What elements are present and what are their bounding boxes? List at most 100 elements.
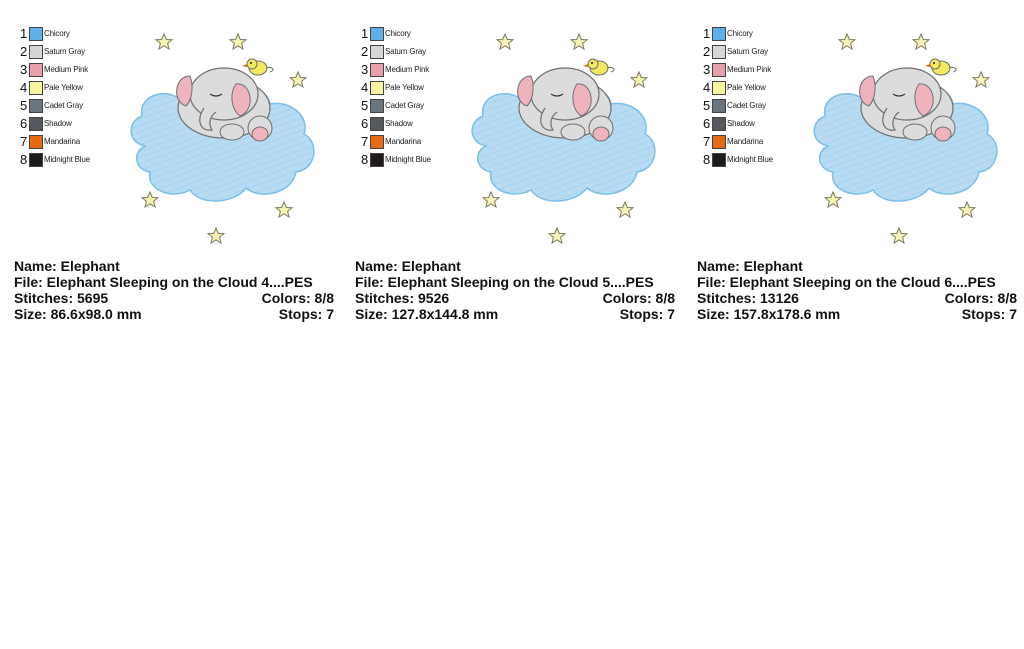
legend-color-name: Cadet Gray bbox=[385, 101, 424, 110]
color-swatch bbox=[29, 63, 43, 77]
legend-number: 1 bbox=[703, 26, 711, 41]
legend-color-name: Mandarina bbox=[727, 137, 764, 146]
legend-number: 7 bbox=[361, 134, 369, 149]
legend-number: 3 bbox=[20, 62, 28, 77]
legend-item: 4 Pale Yellow bbox=[20, 80, 130, 98]
legend-item: 5 Cadet Gray bbox=[703, 98, 813, 116]
legend-item: 7 Mandarina bbox=[361, 134, 471, 152]
design-size: Size: 86.6x98.0 mm bbox=[14, 306, 142, 322]
design-panel-3: 1 Chicory 2 Saturn Gray 3 Medium Pink 4 Pale… bbox=[683, 0, 1023, 340]
legend-item: 6 Shadow bbox=[703, 116, 813, 134]
design-size: Size: 157.8x178.6 mm bbox=[697, 306, 841, 322]
color-swatch bbox=[712, 27, 726, 41]
legend-item: 6 Shadow bbox=[20, 116, 130, 134]
legend-number: 5 bbox=[20, 98, 28, 113]
legend-number: 2 bbox=[703, 44, 711, 59]
design-stops: Stops: 7 bbox=[961, 306, 1017, 322]
color-swatch bbox=[370, 99, 384, 113]
color-swatch bbox=[712, 99, 726, 113]
design-file: File: Elephant Sleeping on the Cloud 5..… bbox=[355, 274, 654, 290]
legend-number: 5 bbox=[703, 98, 711, 113]
legend-item: 2 Saturn Gray bbox=[361, 44, 471, 62]
legend-item: 5 Cadet Gray bbox=[361, 98, 471, 116]
legend-item: 3 Medium Pink bbox=[703, 62, 813, 80]
legend-color-name: Medium Pink bbox=[44, 65, 89, 74]
legend-color-name: Cadet Gray bbox=[44, 101, 83, 110]
legend-number: 4 bbox=[703, 80, 711, 95]
color-swatch bbox=[712, 63, 726, 77]
color-swatch bbox=[29, 135, 43, 149]
legend-item: 4 Pale Yellow bbox=[361, 80, 471, 98]
color-swatch bbox=[712, 45, 726, 59]
elephant-embroidery-image bbox=[803, 24, 1013, 250]
legend-item: 1 Chicory bbox=[361, 26, 471, 44]
legend-color-name: Shadow bbox=[385, 119, 413, 128]
legend-color-name: Mandarina bbox=[385, 137, 422, 146]
legend-number: 6 bbox=[361, 116, 369, 131]
legend-number: 7 bbox=[703, 134, 711, 149]
legend-item: 2 Saturn Gray bbox=[20, 44, 130, 62]
design-colors: Colors: 8/8 bbox=[602, 290, 675, 306]
color-swatch bbox=[370, 153, 384, 167]
color-swatch bbox=[29, 45, 43, 59]
legend-item: 2 Saturn Gray bbox=[703, 44, 813, 62]
legend-color-name: Chicory bbox=[727, 29, 753, 38]
legend-color-name: Chicory bbox=[44, 29, 70, 38]
legend-item: 3 Medium Pink bbox=[361, 62, 471, 80]
legend-color-name: Chicory bbox=[385, 29, 411, 38]
design-name: Name: Elephant bbox=[697, 258, 803, 274]
legend-item: 7 Mandarina bbox=[20, 134, 130, 152]
design-name: Name: Elephant bbox=[355, 258, 461, 274]
legend-number: 8 bbox=[703, 152, 711, 167]
color-swatch bbox=[370, 27, 384, 41]
legend-item: 5 Cadet Gray bbox=[20, 98, 130, 116]
legend-number: 6 bbox=[20, 116, 28, 131]
legend-item: 8 Midnight Blue bbox=[20, 152, 130, 170]
legend-number: 1 bbox=[20, 26, 28, 41]
color-swatch bbox=[29, 99, 43, 113]
design-info: Name: Elephant File: Elephant Sleeping o… bbox=[14, 258, 334, 322]
color-swatch bbox=[29, 117, 43, 131]
legend-color-name: Pale Yellow bbox=[727, 83, 766, 92]
design-stops: Stops: 7 bbox=[278, 306, 334, 322]
design-colors: Colors: 8/8 bbox=[944, 290, 1017, 306]
legend-number: 5 bbox=[361, 98, 369, 113]
legend-color-name: Pale Yellow bbox=[385, 83, 424, 92]
design-stops: Stops: 7 bbox=[619, 306, 675, 322]
design-panel-1: 1 Chicory 2 Saturn Gray 3 Medium Pink 4 Pale… bbox=[0, 0, 340, 340]
color-swatch bbox=[370, 45, 384, 59]
design-info: Name: Elephant File: Elephant Sleeping o… bbox=[697, 258, 1017, 322]
legend-number: 6 bbox=[703, 116, 711, 131]
legend-number: 4 bbox=[20, 80, 28, 95]
color-swatch bbox=[712, 117, 726, 131]
legend-item: 4 Pale Yellow bbox=[703, 80, 813, 98]
design-stitches: Stitches: 5695 bbox=[14, 290, 109, 306]
color-swatch bbox=[712, 81, 726, 95]
legend-number: 4 bbox=[361, 80, 369, 95]
legend-color-name: Medium Pink bbox=[385, 65, 430, 74]
design-size: Size: 127.8x144.8 mm bbox=[355, 306, 499, 322]
legend-color-name: Saturn Gray bbox=[44, 47, 85, 56]
legend-color-name: Shadow bbox=[44, 119, 72, 128]
legend-color-name: Medium Pink bbox=[727, 65, 772, 74]
legend-item: 1 Chicory bbox=[20, 26, 130, 44]
design-stitches: Stitches: 13126 bbox=[697, 290, 799, 306]
legend-color-name: Midnight Blue bbox=[44, 155, 90, 164]
legend-color-name: Pale Yellow bbox=[44, 83, 83, 92]
design-colors: Colors: 8/8 bbox=[261, 290, 334, 306]
design-file: File: Elephant Sleeping on the Cloud 4..… bbox=[14, 274, 313, 290]
color-swatch bbox=[370, 135, 384, 149]
legend-item: 8 Midnight Blue bbox=[703, 152, 813, 170]
legend-item: 1 Chicory bbox=[703, 26, 813, 44]
legend-item: 3 Medium Pink bbox=[20, 62, 130, 80]
elephant-embroidery-image bbox=[120, 24, 330, 250]
legend-color-name: Cadet Gray bbox=[727, 101, 766, 110]
legend-number: 8 bbox=[361, 152, 369, 167]
legend-color-name: Saturn Gray bbox=[385, 47, 426, 56]
legend-number: 2 bbox=[20, 44, 28, 59]
legend-color-name: Midnight Blue bbox=[727, 155, 773, 164]
legend-color-name: Saturn Gray bbox=[727, 47, 768, 56]
color-swatch bbox=[712, 153, 726, 167]
design-stitches: Stitches: 9526 bbox=[355, 290, 450, 306]
color-swatch bbox=[29, 153, 43, 167]
